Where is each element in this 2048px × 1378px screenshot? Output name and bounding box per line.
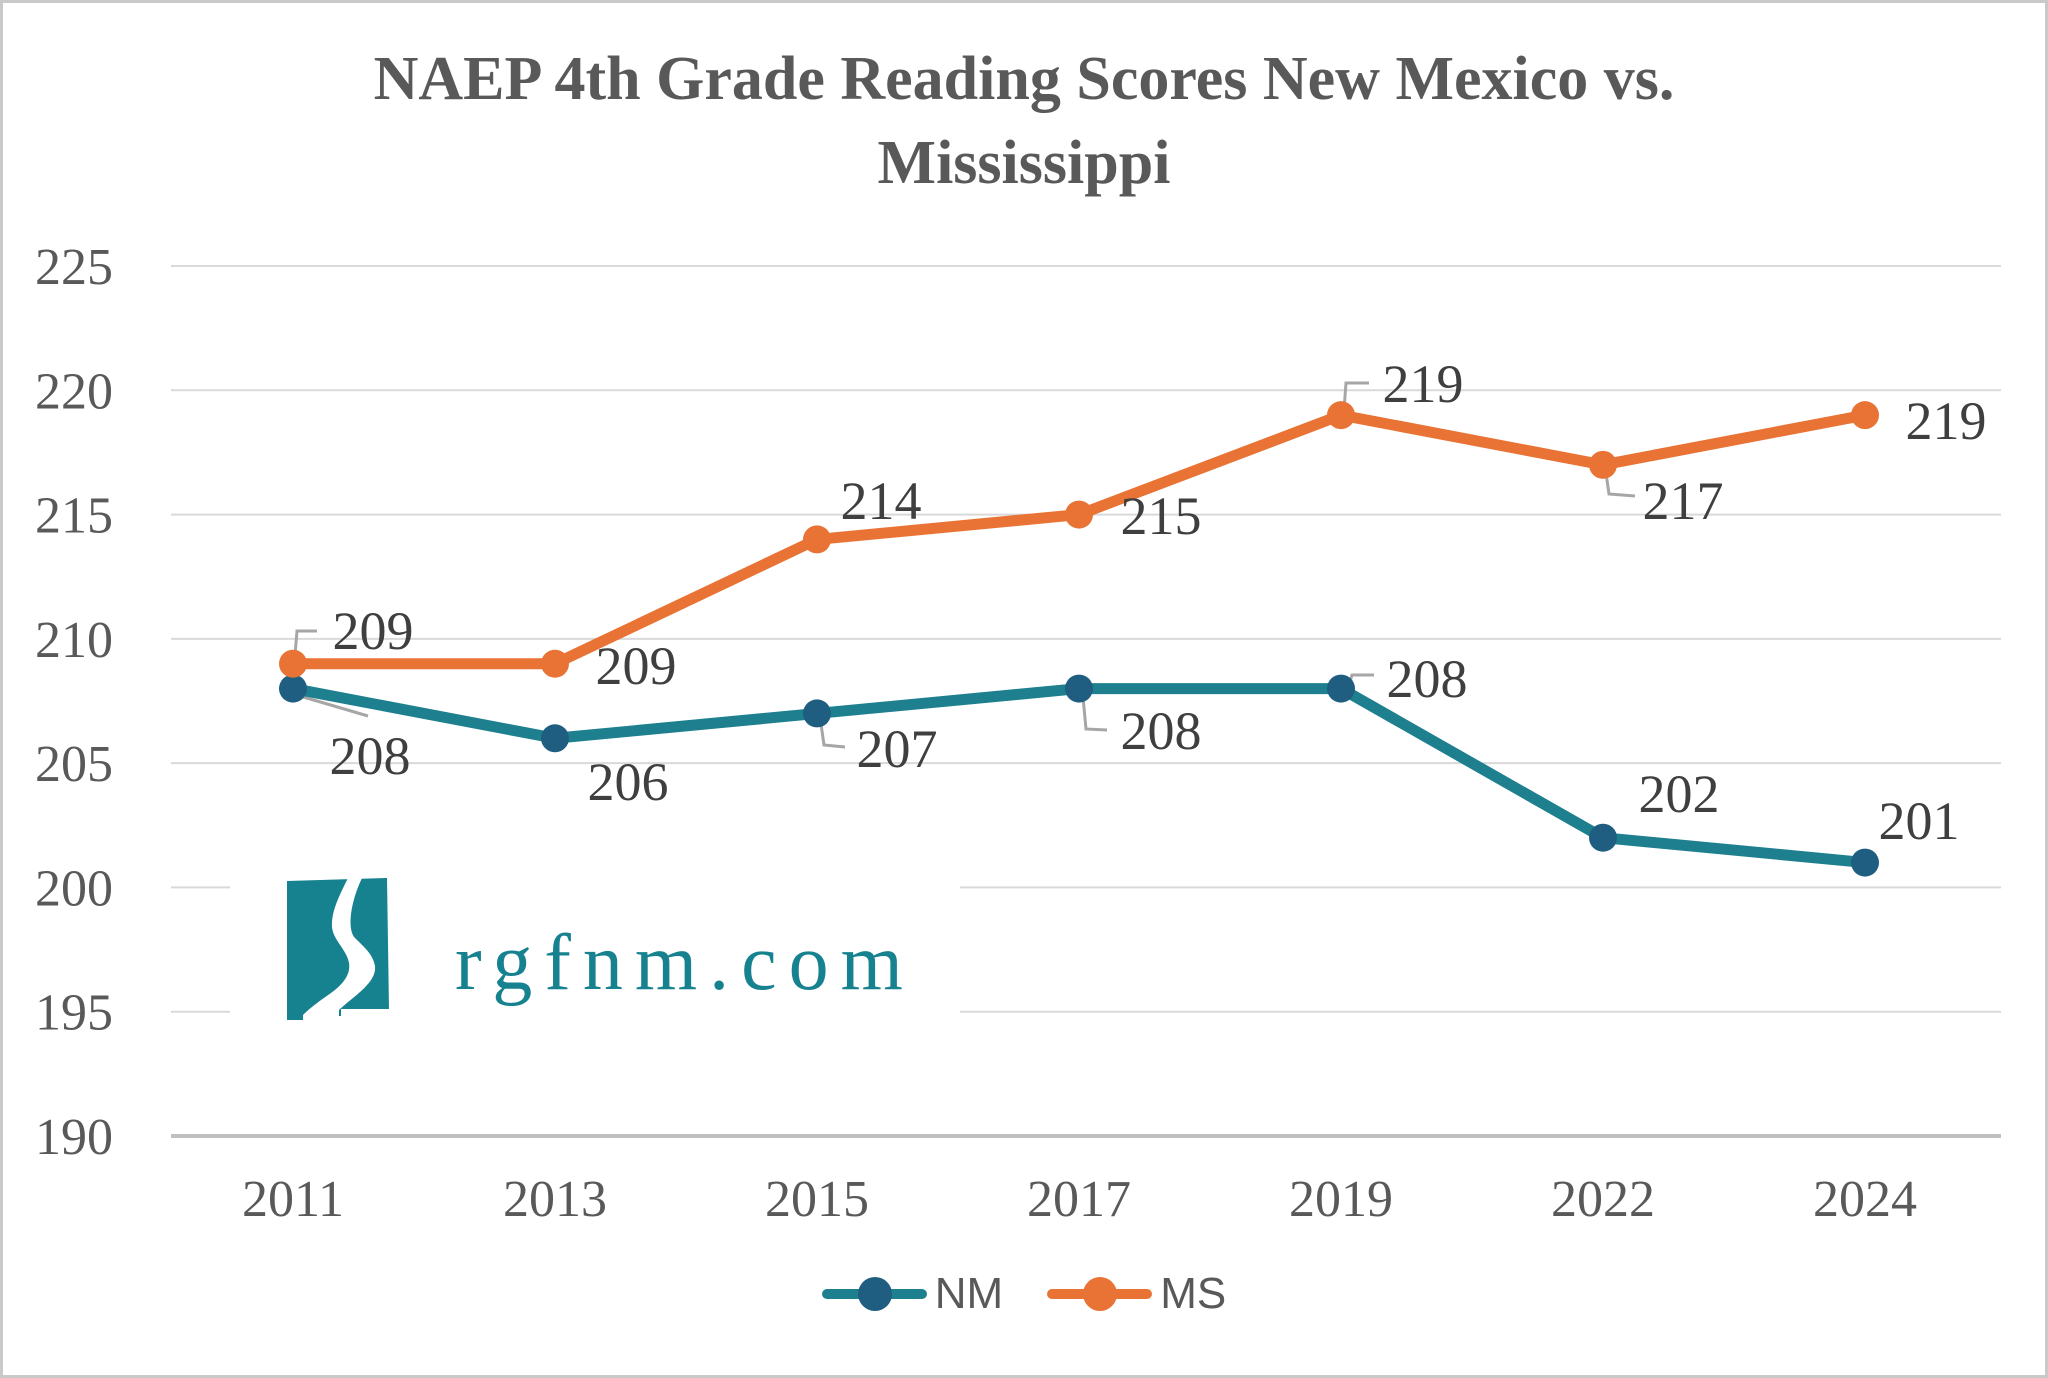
y-tick-label: 205: [35, 736, 113, 793]
data-point-NM-2019: [1327, 674, 1355, 703]
x-tick-label: 2013: [503, 1171, 607, 1228]
data-label-leader-line: [1342, 381, 1369, 411]
logo-text: rgfnm.com: [455, 919, 915, 1007]
data-label-MS-2019: 219: [1383, 354, 1464, 414]
y-tick-label: 190: [35, 1109, 113, 1166]
y-tick-label: 200: [35, 860, 113, 917]
data-point-MS-2022: [1589, 450, 1617, 479]
legend-item-NM: NM: [821, 1269, 1004, 1319]
data-point-NM-2015: [803, 699, 831, 728]
line-chart: 225 220 215 210 205 200 195 190 2011 2013 2015 2017…: [35, 239, 2001, 1228]
data-label-NM-2024: 201: [1879, 791, 1960, 851]
data-point-NM-2011: [279, 674, 307, 703]
data-label-MS-2013: 209: [596, 636, 677, 696]
data-point-NM-2022: [1589, 823, 1617, 852]
legend: NM MS: [3, 1269, 2045, 1319]
x-tick-label: 2017: [1027, 1171, 1131, 1228]
data-point-MS-2017: [1065, 500, 1093, 529]
data-point-MS-2013: [541, 649, 569, 678]
y-tick-label: 220: [35, 363, 113, 420]
y-tick-label: 210: [35, 612, 113, 669]
data-label-leader-line: [299, 694, 369, 718]
legend-label-NM: NM: [934, 1269, 1004, 1318]
x-tick-label: 2024: [1813, 1171, 1917, 1228]
legend-marker-MS-icon: [1047, 1277, 1153, 1311]
y-tick-label: 215: [35, 488, 113, 545]
x-tick-label: 2019: [1289, 1171, 1393, 1228]
data-point-MS-2015: [803, 525, 831, 554]
chart-title: NAEP 4th Grade Reading Scores New Mexico…: [373, 45, 1675, 197]
data-point-NM-2024: [1851, 848, 1879, 877]
data-label-leader-line: [1081, 696, 1108, 732]
data-point-NM-2013: [541, 724, 569, 753]
y-tick-label: 195: [35, 985, 113, 1042]
data-label-MS-2011: 209: [333, 601, 414, 661]
x-tick-label: 2015: [765, 1171, 869, 1228]
x-tick-label: 2022: [1551, 1171, 1655, 1228]
data-label-NM-2011: 208: [330, 726, 411, 786]
legend-item-MS: MS: [1047, 1269, 1226, 1319]
series-line-MS: [287, 409, 1871, 670]
data-label-NM-2013: 206: [588, 752, 669, 812]
data-label-leader-line: [1604, 472, 1636, 498]
data-label-NM-2022: 202: [1639, 764, 1720, 824]
data-label-NM-2017: 208: [1121, 701, 1202, 761]
data-point-MS-2024: [1851, 401, 1879, 430]
data-point-NM-2017: [1065, 674, 1093, 703]
data-point-MS-2019: [1327, 401, 1355, 430]
data-label-MS-2024: 219: [1906, 391, 1987, 451]
data-label-NM-2015: 207: [857, 719, 938, 779]
data-point-MS-2011: [279, 649, 307, 678]
y-tick-label: 225: [35, 239, 113, 296]
rio-grande-river-icon: [303, 878, 376, 1020]
legend-label-MS: MS: [1160, 1269, 1227, 1318]
x-tick-label: 2011: [242, 1171, 344, 1228]
data-label-MS-2015: 214: [841, 471, 922, 531]
series-line-NM: [287, 683, 1871, 869]
legend-marker-NM-icon: [821, 1277, 927, 1311]
data-label-NM-2019: 208: [1387, 649, 1468, 709]
data-label-MS-2022: 217: [1643, 471, 1724, 531]
data-label-MS-2017: 215: [1121, 486, 1202, 546]
data-label-leader-line: [293, 629, 317, 656]
